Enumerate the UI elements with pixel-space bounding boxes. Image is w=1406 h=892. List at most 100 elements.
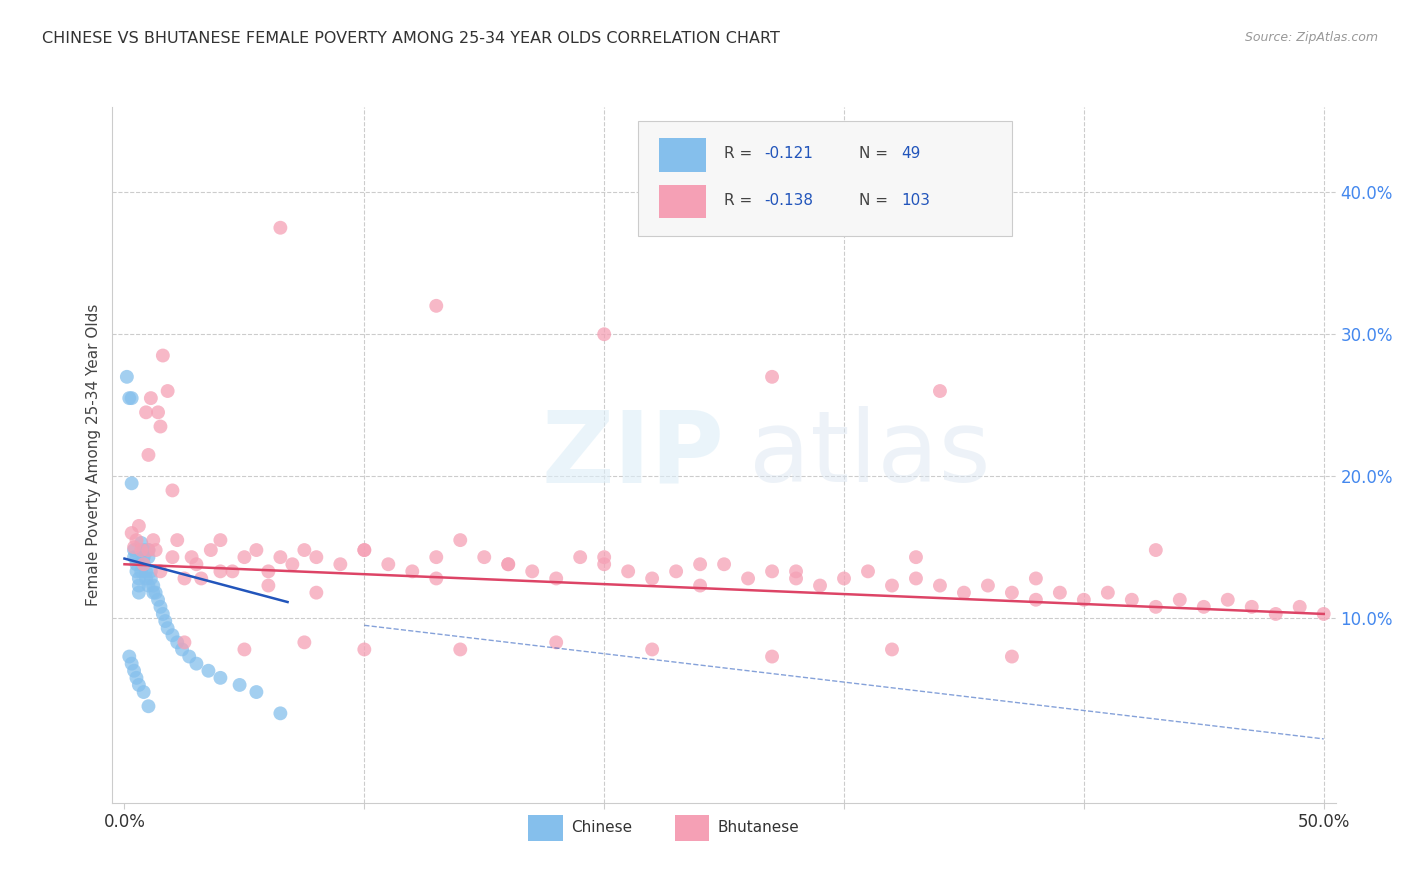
Point [132, 558, 155, 572]
Text: CHINESE VS BHUTANESE FEMALE POVERTY AMONG 25-34 YEAR OLDS CORRELATION CHART: CHINESE VS BHUTANESE FEMALE POVERTY AMON… [42, 31, 780, 46]
Point [522, 565, 544, 579]
Point [121, 476, 143, 491]
Text: ZIP: ZIP [541, 407, 724, 503]
Point [125, 671, 148, 685]
Point [1121, 592, 1143, 607]
Point [377, 558, 399, 572]
Point [977, 578, 1000, 592]
Point [593, 550, 616, 565]
Point [305, 550, 328, 565]
Point [281, 558, 304, 572]
Point [569, 550, 592, 565]
Point [125, 565, 148, 579]
Point [121, 526, 143, 541]
Point [856, 565, 879, 579]
Text: Chinese: Chinese [571, 821, 633, 835]
Point [1288, 599, 1310, 614]
Text: N =: N = [859, 194, 893, 209]
Point [149, 565, 172, 579]
Point [186, 657, 208, 671]
Point [257, 565, 280, 579]
Point [180, 550, 202, 565]
Point [953, 585, 976, 599]
Point [121, 391, 143, 405]
Point [233, 642, 256, 657]
Text: R =: R = [724, 194, 758, 209]
Point [186, 558, 208, 572]
Point [449, 533, 471, 548]
Point [496, 558, 519, 572]
Point [122, 540, 145, 554]
Point [139, 391, 162, 405]
Bar [675, 814, 710, 841]
Point [125, 558, 148, 572]
Point [425, 299, 447, 313]
Point [292, 635, 315, 649]
Point [737, 571, 759, 585]
Point [929, 578, 952, 592]
Point [190, 571, 212, 585]
Point [546, 571, 568, 585]
Point [128, 519, 150, 533]
Point [305, 585, 328, 599]
Point [156, 384, 179, 398]
Point [1001, 649, 1024, 664]
Point [233, 550, 256, 565]
Point [228, 678, 250, 692]
Point [152, 349, 174, 363]
Point [138, 578, 160, 592]
Point [713, 558, 735, 572]
Point [593, 558, 616, 572]
Point [149, 599, 172, 614]
Point [832, 571, 855, 585]
Point [1025, 592, 1047, 607]
Point [145, 585, 167, 599]
Point [155, 614, 177, 628]
Bar [529, 814, 562, 841]
Point [118, 391, 141, 405]
Point [121, 657, 143, 671]
Point [880, 642, 903, 657]
Point [245, 543, 267, 558]
Point [904, 550, 927, 565]
Point [292, 543, 315, 558]
Point [1144, 543, 1167, 558]
Point [156, 621, 179, 635]
Bar [659, 185, 706, 219]
Text: -0.121: -0.121 [765, 146, 813, 161]
Point [162, 550, 184, 565]
Point [135, 571, 157, 585]
Point [593, 327, 616, 342]
Point [641, 642, 664, 657]
Point [132, 558, 155, 572]
Point [138, 448, 160, 462]
Point [146, 592, 169, 607]
Point [1216, 592, 1239, 607]
Point [166, 635, 188, 649]
Point [904, 571, 927, 585]
Point [785, 571, 807, 585]
Point [162, 483, 184, 498]
Point [689, 578, 711, 592]
Point [785, 565, 807, 579]
Point [132, 550, 155, 565]
Point [221, 565, 243, 579]
Text: R =: R = [724, 146, 758, 161]
Point [880, 578, 903, 592]
Point [472, 550, 495, 565]
Point [1097, 585, 1119, 599]
Point [142, 585, 165, 599]
Point [128, 578, 150, 592]
Point [1049, 585, 1071, 599]
Point [1192, 599, 1215, 614]
Point [761, 565, 783, 579]
Point [425, 550, 447, 565]
Point [1144, 599, 1167, 614]
Point [142, 578, 165, 592]
Point [401, 565, 423, 579]
Point [761, 649, 783, 664]
Point [257, 578, 280, 592]
Point [122, 664, 145, 678]
Point [329, 558, 352, 572]
Point [1264, 607, 1286, 621]
